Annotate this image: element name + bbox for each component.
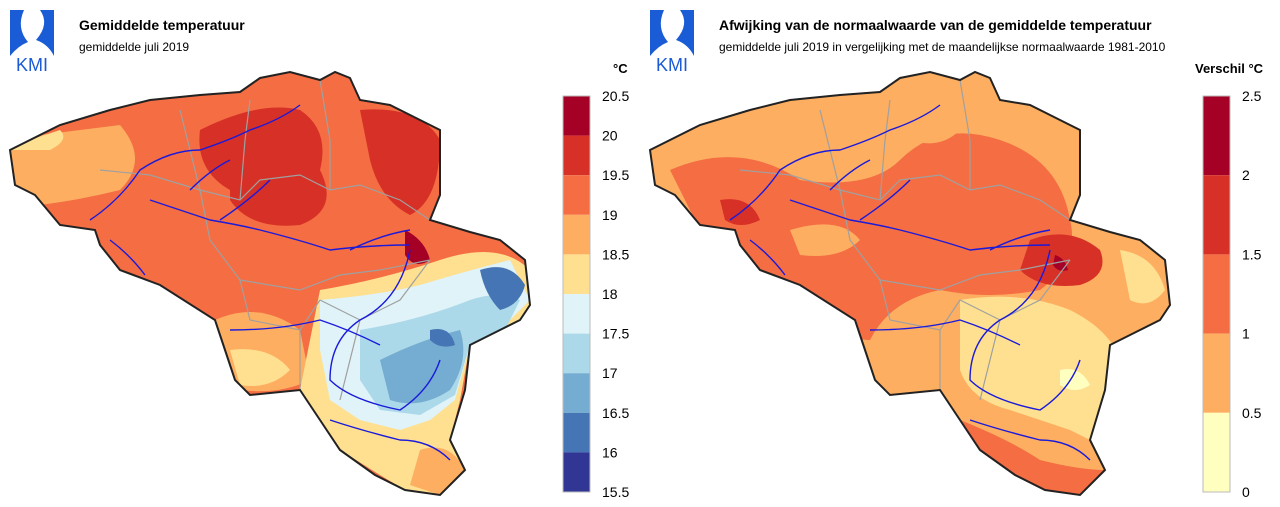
legend-unit: Verschil °C: [1195, 61, 1264, 76]
legend-frame: [562, 95, 591, 493]
logo-text: KMI: [656, 55, 688, 74]
legend-tick-label: 19: [602, 207, 618, 223]
legend-tick-label: 18: [602, 286, 618, 302]
legend-tick-label: 20: [602, 128, 618, 144]
legend-swatch: [563, 373, 590, 413]
belgium-temperature-map: [8, 70, 532, 497]
legend-swatch: [563, 333, 590, 374]
legend-unit: °C: [613, 61, 628, 76]
legend-tick-label: 0.5: [1242, 405, 1262, 421]
legend-tick-label: 1.5: [1242, 246, 1262, 262]
legend-frame: [1202, 95, 1231, 493]
legend-swatch: [563, 254, 590, 294]
legend-swatch: [1203, 254, 1230, 334]
kmi-logo: KMI: [10, 10, 54, 74]
legend-tick-label: 17.5: [602, 326, 629, 342]
legend-tick-label: 18.5: [602, 246, 629, 262]
legend-tick-label: 17: [602, 365, 618, 381]
legend-swatch: [563, 294, 590, 334]
legend-swatch: [563, 135, 590, 176]
panel-subtitle: gemiddelde juli 2019 in vergelijking met…: [719, 40, 1166, 54]
legend-swatch: [563, 175, 590, 215]
temperature-legend: 20.5 20 19.5 19 18.5 18 17.5 17 16.5 16 15.5: [562, 88, 629, 500]
legend-swatch: [563, 96, 590, 136]
legend-tick-label: 16: [602, 444, 618, 460]
legend-swatch: [1203, 333, 1230, 413]
legend-tick-label: 1: [1242, 326, 1250, 342]
kmi-logo: KMI: [650, 10, 694, 74]
panel-subtitle: gemiddelde juli 2019: [79, 40, 190, 54]
legend-tick-label: 20.5: [602, 88, 629, 104]
legend-tick-label: 2: [1242, 167, 1250, 183]
panel-title: Gemiddelde temperatuur: [79, 17, 245, 33]
legend-swatch: [563, 214, 590, 255]
panel-title: Afwijking van de normaalwaarde van de ge…: [719, 17, 1152, 33]
legend-swatch: [563, 452, 590, 492]
legend-tick-label: 19.5: [602, 167, 629, 183]
anomaly-legend: 2.5 2 1.5 1 0.5 0: [1202, 88, 1262, 500]
legend-tick-label: 0: [1242, 484, 1250, 500]
legend-tick-label: 2.5: [1242, 88, 1262, 104]
anomaly-panel: KMI Afwijking van de normaalwaarde van d…: [640, 0, 1280, 507]
legend-swatch: [1203, 175, 1230, 255]
legend-tick-label: 16.5: [602, 405, 629, 421]
logo-text: KMI: [16, 55, 48, 74]
legend-swatch: [563, 412, 590, 453]
legend-swatch: [1203, 412, 1230, 492]
legend-swatch: [1203, 96, 1230, 176]
belgium-anomaly-map: [648, 70, 1172, 497]
temperature-panel: KMI Gemiddelde temperatuur gemiddelde ju…: [8, 10, 629, 500]
legend-tick-label: 15.5: [602, 484, 629, 500]
